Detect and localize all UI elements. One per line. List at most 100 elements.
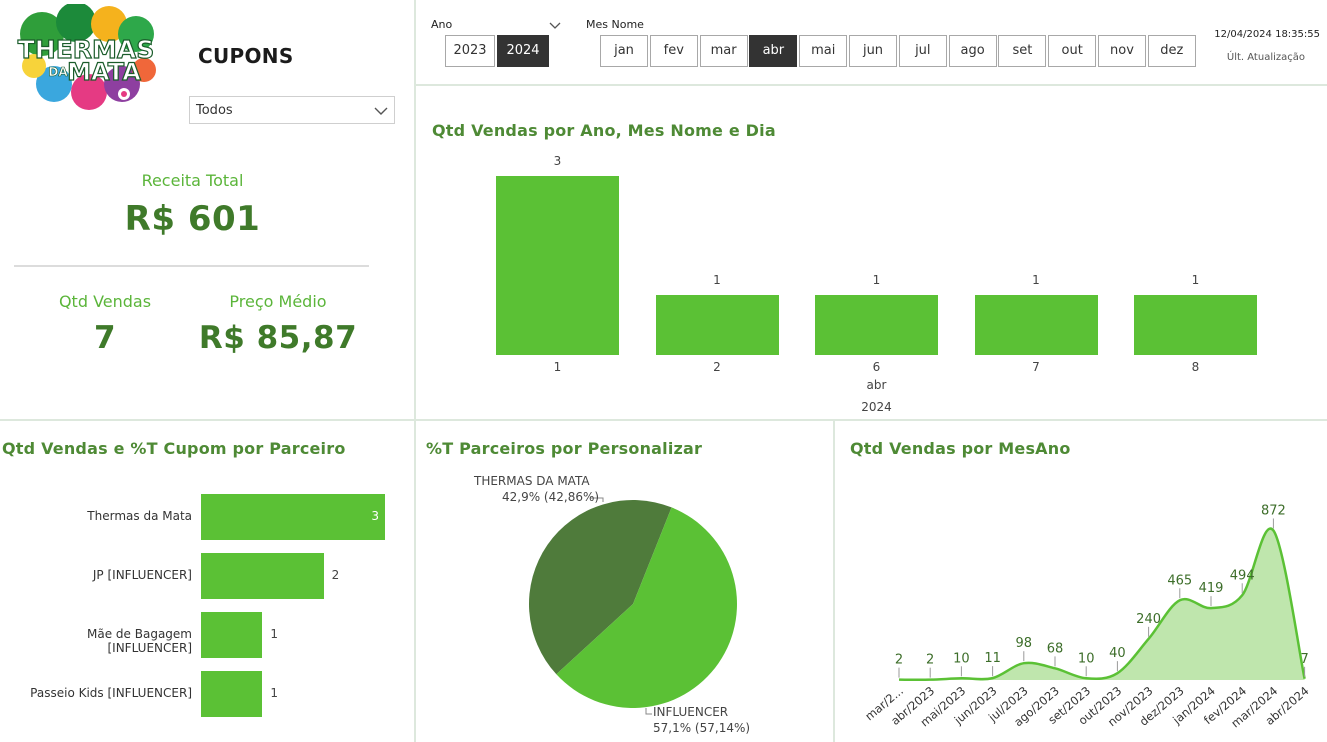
month-option-jun[interactable]: jun — [849, 35, 897, 67]
partner-category-label: Passeio Kids [INFLUENCER] — [30, 686, 192, 700]
daily-x-tick: 6 — [872, 360, 881, 374]
revenue-label: Receita Total — [141, 171, 244, 190]
brand-logo: THERMAS DA MATA — [14, 2, 164, 112]
pie-leader-line — [645, 708, 652, 715]
area-point-label: 40 — [1109, 646, 1126, 661]
month-option-set[interactable]: set — [998, 35, 1047, 67]
partner-bar-value: 2 — [331, 568, 340, 582]
area-point-label: 10 — [1078, 651, 1095, 666]
daily-bar-value: 1 — [1191, 273, 1200, 288]
avg-price-label: Preço Médio — [229, 292, 327, 311]
partner-sales-bar-chart: Thermas da Mata 3 JP [INFLUENCER] 2 Mãe de B… — [0, 470, 410, 740]
pie-leader-line — [590, 497, 604, 502]
pie-slice-thermas[interactable] — [529, 500, 672, 675]
partner-bar[interactable] — [201, 612, 263, 658]
area-point-label: 872 — [1261, 503, 1286, 518]
chart-title-partner-sales: Qtd Vendas e %T Cupom por Parceiro — [2, 439, 346, 458]
partner-bar[interactable] — [201, 494, 385, 540]
divider-middle — [0, 419, 1327, 421]
area-point-label: 7 — [1300, 652, 1308, 667]
area-point-label: 494 — [1230, 568, 1255, 583]
month-slicer-title: Mes Nome — [586, 18, 644, 31]
area-point-label: 419 — [1199, 581, 1224, 596]
chevron-down-icon — [374, 103, 388, 122]
area-point-label: 10 — [953, 651, 970, 666]
area-line[interactable] — [898, 527, 1306, 682]
x-group-year: 2024 — [861, 400, 892, 414]
svg-text:MATA: MATA — [67, 58, 141, 86]
x-group-month: abr — [866, 378, 887, 392]
daily-x-tick: 1 — [553, 360, 562, 374]
month-option-jul[interactable]: jul — [898, 35, 947, 67]
last-update-label: Últ. Atualização — [1226, 52, 1305, 63]
chart-title-monthly-sales: Qtd Vendas por MesAno — [850, 439, 1071, 458]
area-point-label: 98 — [1016, 636, 1033, 651]
monthly-sales-area-chart: 2 mar/2... 2 abr/2023 10 mai/2023 11 jun/2023 98… — [845, 460, 1327, 742]
area-fill — [899, 528, 1305, 680]
partner-pie-chart: THERMAS DA MATA 42,9% (42,86%) INFLUENCER 5… — [420, 462, 830, 742]
month-option-jan[interactable]: jan — [600, 35, 648, 67]
year-option-2023[interactable]: 2023 — [445, 35, 495, 67]
area-point-label: 2 — [895, 653, 903, 668]
daily-bar-value: 1 — [872, 273, 881, 288]
coupon-filter-value: Todos — [196, 103, 233, 118]
partner-category-label: Thermas da Mata — [87, 509, 192, 523]
daily-bar[interactable] — [815, 295, 938, 355]
partner-bar[interactable] — [201, 671, 263, 717]
pie-label-thermas-value: 42,9% (42,86%) — [502, 490, 600, 504]
qty-sales-value: 7 — [93, 320, 117, 356]
pie-label-influencer-name: INFLUENCER — [653, 705, 729, 719]
pie-label-thermas-name: THERMAS DA MATA — [474, 474, 590, 488]
partner-bar-value: 3 — [371, 509, 379, 523]
daily-bar-value: 1 — [1032, 273, 1040, 288]
page-title: CUPONS — [198, 44, 294, 68]
avg-price-value: R$ 85,87 — [198, 320, 358, 356]
area-point-label: 465 — [1167, 573, 1192, 588]
month-option-ago[interactable]: ago — [948, 35, 997, 67]
month-option-abr[interactable]: abr — [749, 35, 798, 67]
last-update-timestamp: 12/04/2024 18:35:55 — [1214, 29, 1320, 40]
area-point-label: 240 — [1136, 612, 1161, 627]
daily-bar[interactable] — [655, 295, 779, 355]
year-option-2024[interactable]: 2024 — [497, 35, 549, 67]
daily-bar[interactable] — [496, 176, 619, 355]
divider-vertical-main — [414, 0, 416, 742]
daily-sales-bar-chart: 3 1 1 2 1 6 1 7 1 8 abr 2024 — [420, 140, 1320, 420]
coupon-filter-dropdown[interactable]: Todos — [189, 96, 395, 124]
partner-bar-value: 1 — [270, 686, 278, 700]
daily-bar[interactable] — [1134, 295, 1257, 355]
svg-text:DA: DA — [48, 65, 68, 79]
daily-x-tick: 2 — [713, 360, 721, 374]
chart-title-partner-pie: %T Parceiros por Personalizar — [426, 439, 703, 458]
qty-sales-label: Qtd Vendas — [58, 292, 152, 311]
pie-slice-influencer[interactable] — [556, 507, 737, 708]
daily-x-tick: 8 — [1191, 360, 1200, 374]
svg-text:THERMAS: THERMAS — [18, 35, 155, 64]
daily-bar-value: 1 — [713, 273, 721, 288]
partner-bar-value: 1 — [270, 627, 278, 641]
divider-bottom-right — [833, 419, 835, 742]
area-point-label: 2 — [926, 653, 934, 668]
partner-bar[interactable] — [201, 553, 324, 599]
month-option-mar[interactable]: mar — [699, 35, 748, 67]
month-option-nov[interactable]: nov — [1098, 35, 1146, 67]
kpi-divider — [14, 265, 369, 267]
daily-bar[interactable] — [974, 295, 1098, 355]
month-option-mai[interactable]: mai — [799, 35, 848, 67]
month-option-dez[interactable]: dez — [1147, 35, 1196, 67]
month-option-fev[interactable]: fev — [649, 35, 698, 67]
partner-category-label: JP [INFLUENCER] — [92, 568, 192, 582]
divider-slicer-bottom — [414, 84, 1327, 86]
area-point-label: 11 — [984, 651, 1001, 666]
area-svg: 2mar/2...2abr/202310mai/202311jun/202398… — [862, 503, 1311, 730]
year-slicer-title: Ano — [431, 18, 453, 31]
revenue-value: R$ 601 — [124, 199, 261, 239]
pie-svg — [529, 497, 737, 715]
area-point-label: 68 — [1047, 641, 1064, 656]
month-option-out[interactable]: out — [1048, 35, 1097, 67]
partner-category-label: Mãe de Bagagem [INFLUENCER] — [87, 627, 192, 655]
chevron-down-icon[interactable] — [549, 16, 561, 35]
daily-x-tick: 7 — [1032, 360, 1040, 374]
pie-label-influencer-value: 57,1% (57,14%) — [653, 721, 751, 735]
daily-bar-value: 3 — [553, 154, 562, 168]
